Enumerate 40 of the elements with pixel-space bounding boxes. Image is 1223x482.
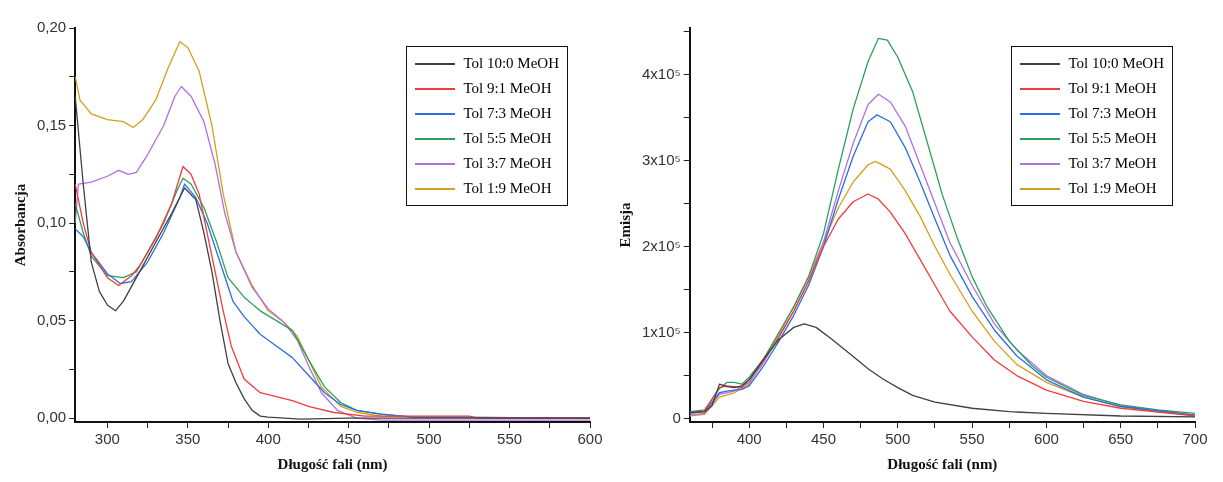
x-tick-label: 500 bbox=[885, 430, 911, 448]
x-tick-label: 600 bbox=[1033, 430, 1059, 448]
x-tick-label: 400 bbox=[736, 430, 762, 448]
x-tick-label: 650 bbox=[1108, 430, 1134, 448]
x-tick-label: 700 bbox=[1182, 430, 1208, 448]
x-axis-title: Długość fali (nm) bbox=[887, 455, 998, 473]
legend-label: Tol 1:9 MeOH bbox=[463, 180, 552, 197]
y-tick-label: 2x10⁵ bbox=[642, 236, 681, 254]
y-tick-label: 0,00 bbox=[36, 408, 67, 426]
legend-label: Tol 9:1 MeOH bbox=[1068, 80, 1157, 97]
x-tick-label: 300 bbox=[94, 430, 120, 448]
x-tick-label: 450 bbox=[336, 430, 362, 448]
y-tick-label: 0,15 bbox=[36, 115, 67, 133]
legend-label: Tol 3:7 MeOH bbox=[1068, 155, 1157, 172]
y-tick-label: 0 bbox=[672, 408, 681, 426]
legend-label: Tol 10:0 MeOH bbox=[463, 55, 559, 72]
x-tick-label: 500 bbox=[416, 430, 442, 448]
x-tick-label: 550 bbox=[497, 430, 523, 448]
y-tick-label: 4x10⁵ bbox=[642, 64, 681, 82]
y-axis-title: Absorbancja bbox=[11, 183, 28, 267]
y-tick-label: 0,05 bbox=[36, 310, 67, 328]
legend-label: Tol 3:7 MeOH bbox=[463, 155, 552, 172]
legend-label: Tol 5:5 MeOH bbox=[463, 130, 552, 147]
x-tick-label: 600 bbox=[577, 430, 603, 448]
x-tick-label: 350 bbox=[175, 430, 201, 448]
legend-label: Tol 9:1 MeOH bbox=[463, 80, 552, 97]
y-tick-label: 0,20 bbox=[36, 18, 67, 36]
legend-label: Tol 5:5 MeOH bbox=[1068, 130, 1157, 147]
legend-label: Tol 1:9 MeOH bbox=[1068, 180, 1157, 197]
y-tick-label: 1x10⁵ bbox=[642, 322, 681, 340]
legend-label: Tol 10:0 MeOH bbox=[1068, 55, 1164, 72]
legend-label: Tol 7:3 MeOH bbox=[1068, 105, 1157, 122]
y-tick-label: 3x10⁵ bbox=[642, 150, 681, 168]
x-tick-label: 550 bbox=[959, 430, 985, 448]
x-axis-title: Długość fali (nm) bbox=[277, 455, 388, 473]
y-tick-label: 0,10 bbox=[36, 213, 67, 231]
legend-label: Tol 7:3 MeOH bbox=[463, 105, 552, 122]
x-tick-label: 400 bbox=[255, 430, 281, 448]
y-axis-title: Emisja bbox=[616, 202, 633, 248]
x-tick-label: 450 bbox=[810, 430, 836, 448]
